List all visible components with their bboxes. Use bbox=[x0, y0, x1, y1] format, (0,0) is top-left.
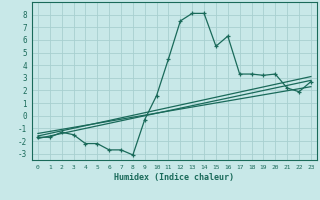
X-axis label: Humidex (Indice chaleur): Humidex (Indice chaleur) bbox=[115, 173, 234, 182]
